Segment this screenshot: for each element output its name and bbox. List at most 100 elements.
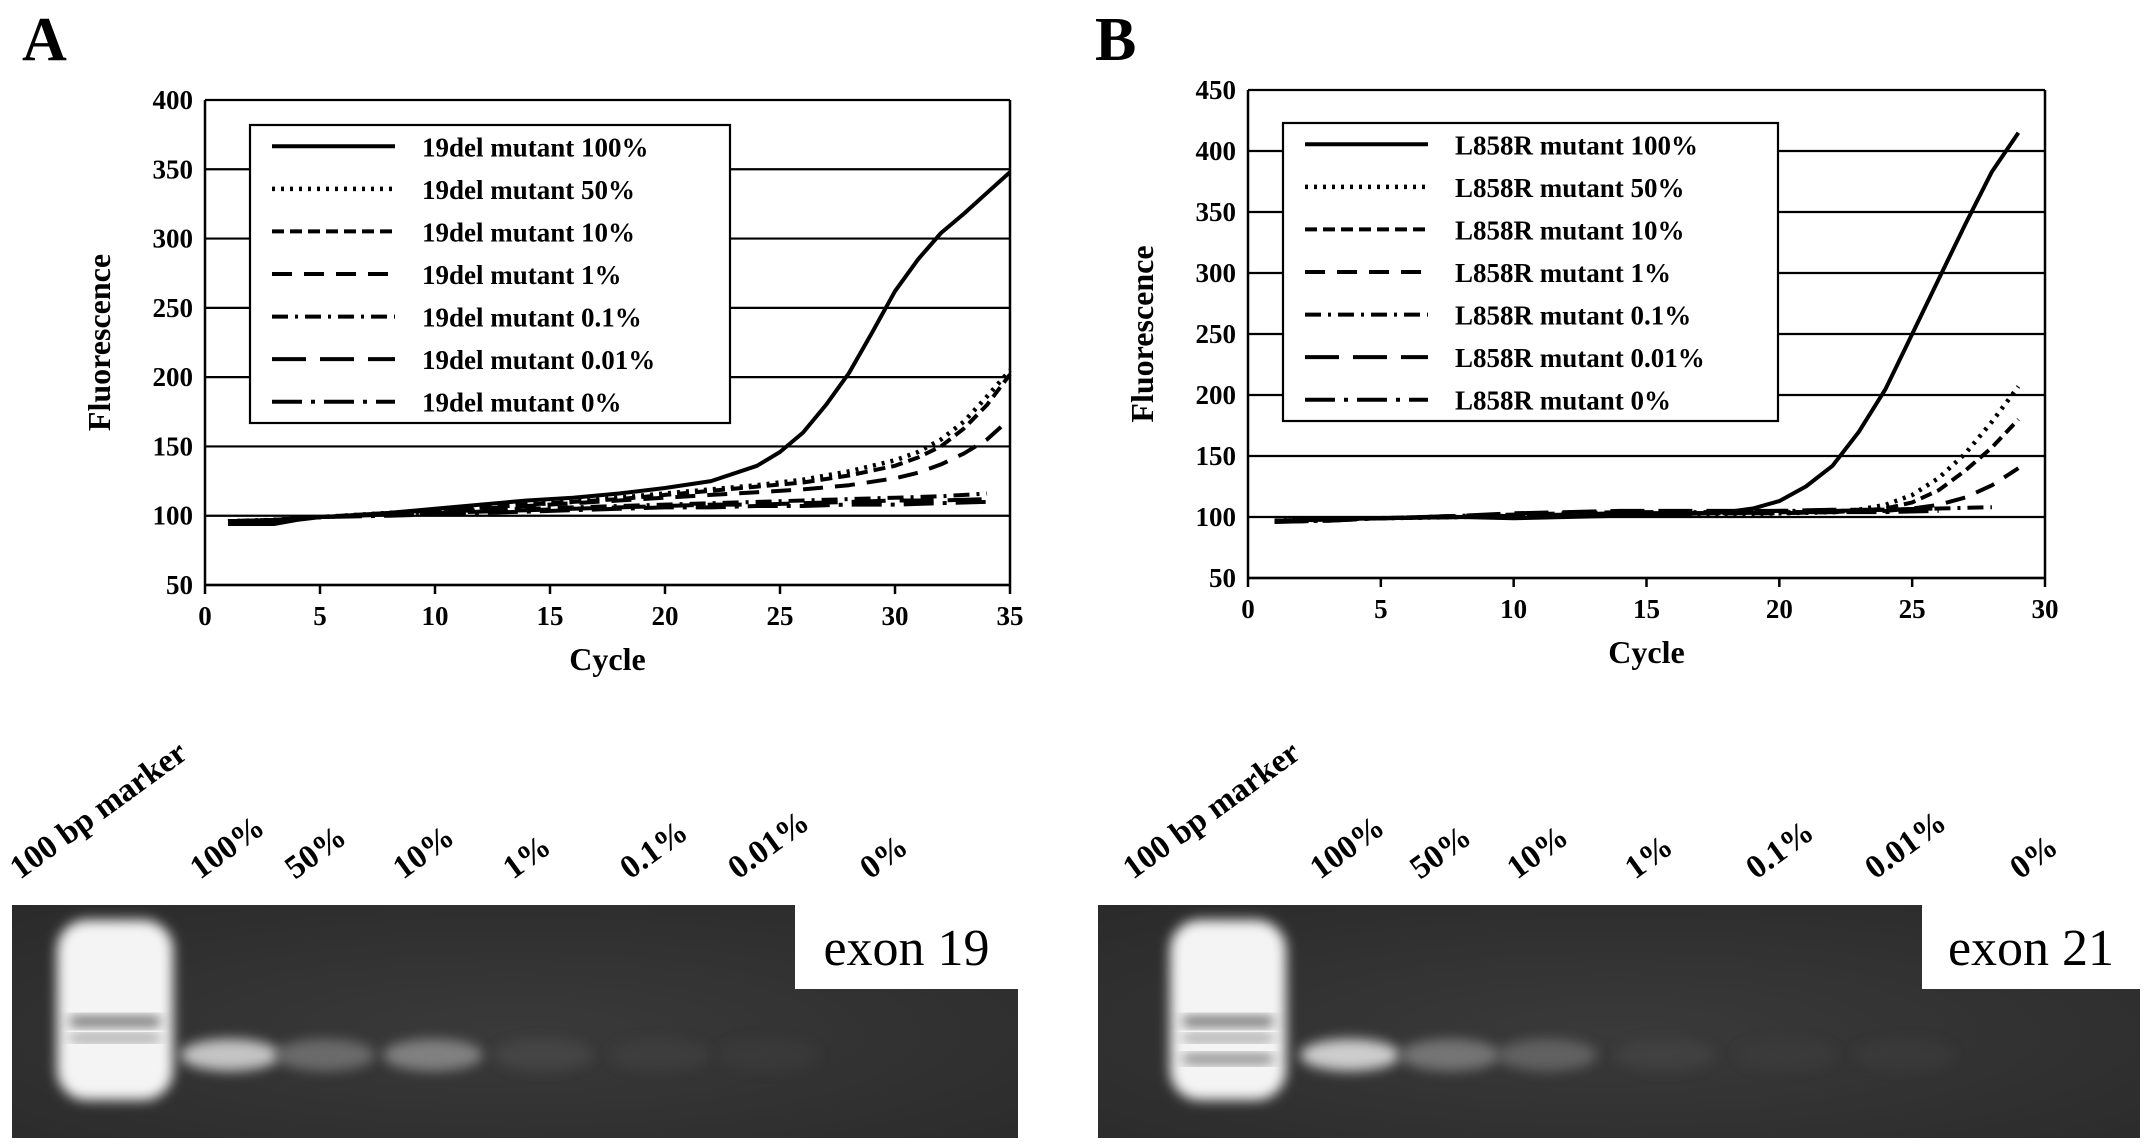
marker-band-gap: [70, 1017, 160, 1026]
y-axis-title: Fluorescence: [1124, 245, 1160, 422]
marker-band-gap: [1183, 1055, 1273, 1063]
x-tick-label: 15: [537, 601, 564, 631]
x-tick-label: 25: [1899, 594, 1926, 624]
y-tick-label: 50: [166, 570, 193, 600]
marker-lane: [57, 920, 173, 1100]
x-axis-title: Cycle: [569, 641, 645, 677]
marker-band-gap: [1183, 1035, 1273, 1041]
lane-label: 0%: [2004, 828, 2065, 886]
legend-entry: L858R mutant 50%: [1455, 173, 1685, 203]
y-tick-label: 50: [1209, 563, 1236, 593]
marker-lane: [1170, 920, 1286, 1100]
lane-label: 10%: [387, 819, 462, 887]
x-tick-label: 5: [313, 601, 327, 631]
x-tick-label: 15: [1633, 594, 1660, 624]
sample-band: [610, 1039, 710, 1071]
series-line: [1274, 466, 2020, 523]
x-tick-label: 30: [2032, 594, 2059, 624]
exon-label-box: [1922, 905, 2140, 989]
lane-label: 10%: [1501, 819, 1576, 887]
y-tick-label: 400: [153, 85, 194, 115]
marker-band-gap: [1183, 1017, 1273, 1026]
x-tick-label: 0: [198, 601, 212, 631]
x-tick-label: 25: [767, 601, 794, 631]
x-axis-title: Cycle: [1608, 634, 1684, 670]
y-tick-label: 250: [1196, 319, 1237, 349]
sample-band: [1615, 1039, 1715, 1071]
x-tick-label: 20: [1766, 594, 1793, 624]
series-line: [1274, 508, 1939, 524]
y-tick-label: 450: [1196, 75, 1237, 105]
marker-band-gap: [70, 1035, 160, 1041]
y-tick-label: 300: [1196, 258, 1237, 288]
sample-band: [1300, 1039, 1400, 1071]
y-tick-label: 150: [1196, 441, 1237, 471]
marker-smear: [57, 920, 173, 1100]
sample-band: [493, 1039, 593, 1071]
legend-entry: 19del mutant 50%: [422, 175, 635, 205]
sample-band: [383, 1039, 483, 1071]
y-tick-label: 350: [153, 154, 194, 184]
exon-label: exon 21: [1948, 920, 2114, 977]
legend-entry: 19del mutant 1%: [422, 260, 622, 290]
y-tick-label: 350: [1196, 197, 1237, 227]
legend-entry: 19del mutant 0%: [422, 388, 622, 418]
panel-letter-a: A: [22, 6, 67, 74]
lane-label: 1%: [1619, 828, 1680, 886]
lane-label: 50%: [279, 819, 354, 887]
lane-label: 50%: [1404, 819, 1479, 887]
legend-entry: 19del mutant 0.01%: [422, 345, 655, 375]
x-tick-label: 20: [652, 601, 679, 631]
x-tick-label: 30: [882, 601, 909, 631]
x-tick-label: 10: [422, 601, 449, 631]
sample-band: [718, 1039, 818, 1071]
y-tick-label: 150: [153, 431, 194, 461]
y-tick-label: 100: [1196, 502, 1237, 532]
lane-label: 0.01%: [722, 804, 817, 886]
lane-label: 100 bp marker: [1117, 735, 1307, 887]
x-tick-label: 5: [1374, 594, 1388, 624]
y-tick-label: 250: [153, 293, 194, 323]
legend-entry: L858R mutant 0.01%: [1455, 343, 1705, 373]
x-tick-label: 10: [1500, 594, 1527, 624]
x-tick-label: 35: [997, 601, 1024, 631]
legend-entry: L858R mutant 1%: [1455, 258, 1671, 288]
lane-label: 100%: [1304, 809, 1392, 887]
sample-band: [180, 1039, 280, 1071]
legend-entry: L858R mutant 0%: [1455, 386, 1671, 416]
series-line: [227, 499, 988, 524]
legend-entry: L858R mutant 10%: [1455, 215, 1685, 245]
sample-band: [1855, 1039, 1955, 1071]
legend-entry: L858R mutant 0.1%: [1455, 301, 1691, 331]
lane-label: 0.1%: [1740, 814, 1821, 887]
lane-label: 0.1%: [614, 814, 695, 887]
y-tick-label: 200: [1196, 380, 1237, 410]
x-tick-label: 0: [1241, 594, 1255, 624]
lane-label: 100 bp marker: [4, 735, 194, 887]
sample-band: [275, 1039, 375, 1071]
lane-label: 0.01%: [1859, 804, 1954, 886]
sample-band: [1497, 1039, 1597, 1071]
sample-band: [1400, 1039, 1500, 1071]
legend-entry: 19del mutant 0.1%: [422, 303, 642, 333]
chart-b: 50 100 150 200 250 300 350 400 450 0 5 10 15 20 25 30 Cy…: [1124, 75, 2059, 670]
chart-a: 50 100 150 200 250 300 350 400 0 5 10 15 20 25 30 35 Cyc…: [81, 85, 1024, 677]
y-axis-title: Fluorescence: [81, 254, 117, 431]
legend-entry: 19del mutant 10%: [422, 217, 635, 247]
legend-box: [248, 123, 732, 425]
series-line: [227, 491, 988, 524]
sample-band: [1736, 1039, 1836, 1071]
exon-label: exon 19: [823, 920, 989, 977]
legend-entry: 19del mutant 100%: [422, 132, 649, 162]
y-tick-label: 400: [1196, 136, 1237, 166]
y-tick-label: 300: [153, 224, 194, 254]
legend-entry: L858R mutant 100%: [1455, 130, 1698, 160]
exon-label-box: [795, 905, 1018, 989]
lane-label: 0%: [854, 828, 915, 886]
y-tick-label: 100: [153, 501, 194, 531]
y-tick-label: 200: [153, 362, 194, 392]
series-line: [1274, 418, 2020, 523]
